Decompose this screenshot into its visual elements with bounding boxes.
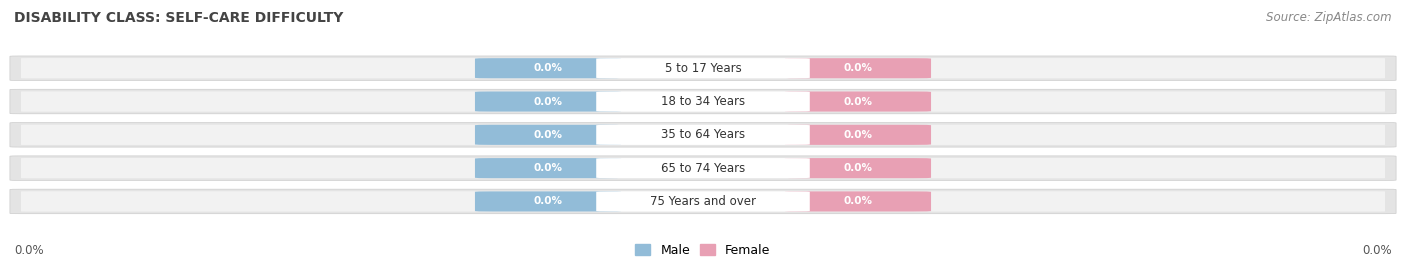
FancyBboxPatch shape	[475, 125, 621, 145]
FancyBboxPatch shape	[785, 191, 931, 211]
FancyBboxPatch shape	[596, 125, 810, 145]
Text: Source: ZipAtlas.com: Source: ZipAtlas.com	[1267, 11, 1392, 24]
Text: 0.0%: 0.0%	[533, 63, 562, 73]
FancyBboxPatch shape	[785, 125, 931, 145]
FancyBboxPatch shape	[10, 156, 1396, 180]
FancyBboxPatch shape	[475, 158, 621, 178]
FancyBboxPatch shape	[10, 122, 1396, 147]
Text: 75 Years and over: 75 Years and over	[650, 195, 756, 208]
Legend: Male, Female: Male, Female	[630, 239, 776, 262]
Text: 0.0%: 0.0%	[844, 96, 873, 106]
FancyBboxPatch shape	[10, 189, 1396, 214]
Text: 0.0%: 0.0%	[844, 196, 873, 206]
FancyBboxPatch shape	[475, 58, 621, 78]
Text: 0.0%: 0.0%	[844, 130, 873, 140]
FancyBboxPatch shape	[785, 58, 931, 78]
Text: 5 to 17 Years: 5 to 17 Years	[665, 62, 741, 75]
FancyBboxPatch shape	[21, 91, 1385, 112]
FancyBboxPatch shape	[475, 191, 621, 211]
Text: 0.0%: 0.0%	[844, 63, 873, 73]
Text: 35 to 64 Years: 35 to 64 Years	[661, 128, 745, 141]
FancyBboxPatch shape	[785, 158, 931, 178]
FancyBboxPatch shape	[21, 158, 1385, 178]
FancyBboxPatch shape	[10, 89, 1396, 114]
Text: 0.0%: 0.0%	[1362, 244, 1392, 257]
Text: 0.0%: 0.0%	[14, 244, 44, 257]
Text: 0.0%: 0.0%	[844, 163, 873, 173]
FancyBboxPatch shape	[10, 56, 1396, 80]
Text: 0.0%: 0.0%	[533, 163, 562, 173]
FancyBboxPatch shape	[596, 58, 810, 78]
Text: 65 to 74 Years: 65 to 74 Years	[661, 162, 745, 175]
Text: 0.0%: 0.0%	[533, 196, 562, 206]
Text: 0.0%: 0.0%	[533, 96, 562, 106]
Text: DISABILITY CLASS: SELF-CARE DIFFICULTY: DISABILITY CLASS: SELF-CARE DIFFICULTY	[14, 11, 343, 25]
Text: 18 to 34 Years: 18 to 34 Years	[661, 95, 745, 108]
FancyBboxPatch shape	[596, 92, 810, 111]
FancyBboxPatch shape	[475, 91, 621, 111]
FancyBboxPatch shape	[21, 58, 1385, 78]
FancyBboxPatch shape	[21, 191, 1385, 212]
FancyBboxPatch shape	[785, 91, 931, 111]
FancyBboxPatch shape	[21, 125, 1385, 145]
Text: 0.0%: 0.0%	[533, 130, 562, 140]
FancyBboxPatch shape	[596, 191, 810, 211]
FancyBboxPatch shape	[596, 158, 810, 178]
